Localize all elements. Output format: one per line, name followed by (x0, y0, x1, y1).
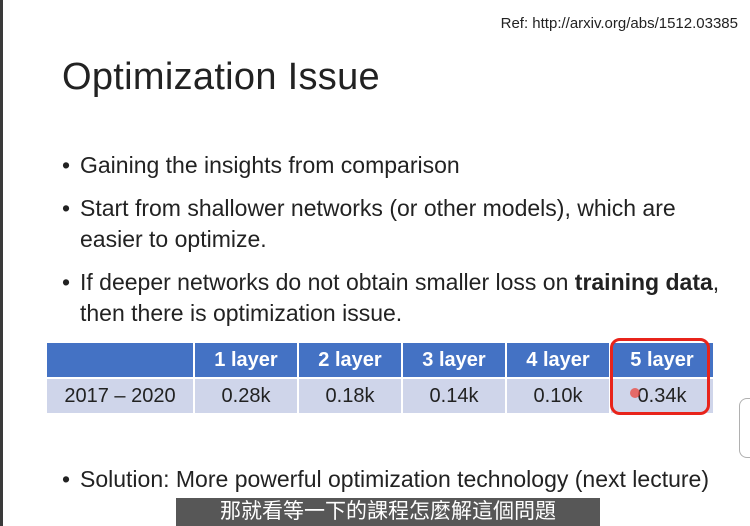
bullet-text: Gaining the insights from comparison (80, 152, 460, 178)
loss-table: 1 layer 2 layer 3 layer 4 layer 5 layer … (45, 341, 715, 415)
table-header-cell: 4 layer (505, 341, 611, 379)
table-row: 2017 – 2020 0.28k 0.18k 0.14k 0.10k 0.34… (45, 377, 715, 415)
table-cell: 2017 – 2020 (45, 377, 195, 415)
highlight-box (610, 338, 710, 415)
bullet-list: Gaining the insights from comparison Sta… (62, 150, 722, 341)
bullet-text-bold: training data (574, 269, 713, 295)
pointer-dot (630, 388, 640, 398)
reference-link: Ref: http://arxiv.org/abs/1512.03385 (500, 15, 738, 32)
bullet-item: Gaining the insights from comparison (62, 150, 722, 181)
table-header-cell: 5 layer (609, 341, 715, 379)
table-header-cell: 2 layer (297, 341, 403, 379)
left-edge-bar (0, 0, 3, 526)
video-subtitle: 那就看等一下的課程怎麼解這個問題 (176, 498, 600, 526)
solution-text: Solution: More powerful optimization tec… (80, 466, 709, 492)
table-header-row: 1 layer 2 layer 3 layer 4 layer 5 layer (45, 341, 715, 379)
table-cell: 0.10k (505, 377, 611, 415)
table-cell: 0.28k (193, 377, 299, 415)
bullet-item: Solution: More powerful optimization tec… (62, 464, 722, 495)
bullet-text: Start from shallower networks (or other … (80, 195, 676, 252)
table-cell: 0.14k (401, 377, 507, 415)
bullet-item: If deeper networks do not obtain smaller… (62, 267, 722, 329)
slide-title: Optimization Issue (62, 56, 380, 98)
side-scroll-handle[interactable] (739, 398, 750, 458)
table-header-cell: 3 layer (401, 341, 507, 379)
table-header-cell (45, 341, 195, 379)
solution-list: Solution: More powerful optimization tec… (62, 464, 722, 495)
table-cell: 0.18k (297, 377, 403, 415)
bullet-item: Start from shallower networks (or other … (62, 193, 722, 255)
bullet-text-post: , then there is optimization issue. (80, 269, 720, 326)
table-header-cell: 1 layer (193, 341, 299, 379)
bullet-text-pre: If deeper networks do not obtain smaller… (80, 269, 575, 295)
